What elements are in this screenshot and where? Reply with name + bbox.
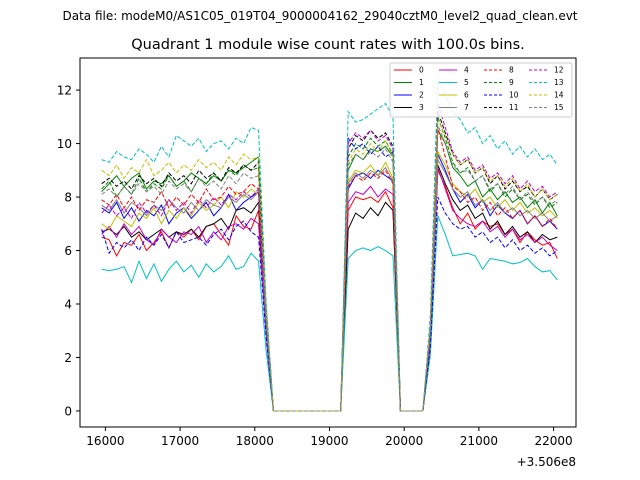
plot-background [80, 58, 576, 427]
series-line-15 [101, 124, 558, 412]
legend-label-10: 10 [509, 91, 519, 100]
x-tick-label: 18000 [236, 434, 274, 448]
x-offset-label: +3.506e8 [517, 455, 576, 469]
chart-title: Quadrant 1 module wise count rates with … [131, 37, 525, 53]
legend-label-6: 6 [464, 91, 469, 100]
y-tick-label: 4 [64, 298, 72, 312]
legend-label-11: 11 [509, 103, 519, 112]
series-line-14 [101, 119, 558, 412]
legend-label-1: 1 [419, 78, 424, 87]
y-tick-label: 12 [57, 84, 72, 98]
x-tick-label: 17000 [161, 434, 199, 448]
legend-label-3: 3 [419, 103, 424, 112]
suptitle: Data file: modeM0/AS1C05_019T04_90000041… [62, 9, 577, 23]
legend-label-9: 9 [509, 78, 514, 87]
legend-label-5: 5 [464, 78, 469, 87]
y-tick-label: 6 [64, 244, 72, 258]
legend-label-8: 8 [509, 66, 514, 75]
legend-label-14: 14 [554, 91, 564, 100]
x-tick-label: 22000 [534, 434, 572, 448]
plot-frame [79, 57, 577, 428]
y-tick-label: 2 [64, 351, 72, 365]
series-line-12 [101, 103, 558, 412]
plot-area [79, 57, 577, 428]
y-tick-label: 10 [57, 137, 72, 151]
y-tick-label: 8 [64, 191, 72, 205]
y-axis: 0 2 4 6 8 10 12 [57, 84, 80, 418]
x-tick-label: 19000 [310, 434, 348, 448]
legend-label-12: 12 [554, 66, 564, 75]
x-tick-label: 20000 [385, 434, 423, 448]
y-tick-label: 0 [64, 404, 72, 418]
legend-label-13: 13 [554, 78, 564, 87]
legend-label-0: 0 [419, 66, 424, 75]
legend-label-4: 4 [464, 66, 469, 75]
legend-label-7: 7 [464, 103, 469, 112]
x-axis: 16000 17000 18000 19000 20000 21000 22000 [86, 427, 573, 448]
series-line-8 [101, 127, 558, 412]
x-tick-label: 16000 [86, 434, 124, 448]
series-layer [101, 76, 558, 412]
x-tick-label: 21000 [460, 434, 498, 448]
series-line-10 [101, 136, 558, 412]
legend-label-15: 15 [554, 103, 564, 112]
legend-box [389, 62, 573, 118]
legend-label-2: 2 [419, 91, 424, 100]
